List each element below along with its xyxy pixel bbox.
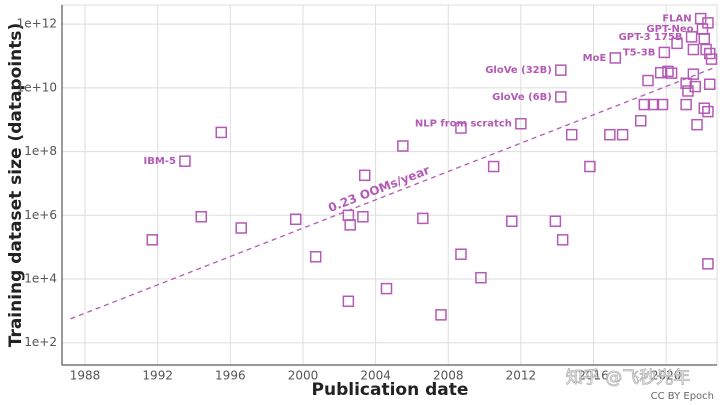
point-label: MoE bbox=[583, 53, 607, 64]
data-point bbox=[358, 169, 371, 182]
data-point bbox=[638, 98, 651, 111]
x-tick-label: 1996 bbox=[215, 369, 246, 383]
y-axis-title: Training dataset size (datapoints) bbox=[6, 23, 26, 348]
watermark: 知乎 @飞秒光年 bbox=[566, 368, 690, 388]
x-tick-label: 2004 bbox=[360, 369, 391, 383]
point-label: NLP from scratch bbox=[415, 119, 512, 130]
data-point bbox=[698, 102, 711, 114]
data-point bbox=[179, 155, 191, 167]
data-point bbox=[691, 118, 703, 131]
x-axis-title: Publication date bbox=[312, 380, 469, 400]
x-tick-label: 2012 bbox=[506, 369, 537, 383]
y-tick-label: 1e+10 bbox=[17, 80, 57, 94]
data-point bbox=[235, 222, 247, 234]
y-tick-label: 1e+12 bbox=[17, 17, 57, 31]
data-point bbox=[680, 77, 692, 89]
data-point bbox=[309, 251, 322, 263]
data-point bbox=[703, 78, 716, 91]
trend-line bbox=[70, 67, 714, 320]
data-point bbox=[556, 234, 569, 246]
point-label: FLAN bbox=[662, 14, 691, 25]
data-point bbox=[380, 282, 393, 295]
y-tick-label: 1e+2 bbox=[24, 335, 57, 349]
point-label: GloVe (32B) bbox=[485, 65, 552, 76]
credit: CC BY Epoch bbox=[651, 391, 714, 402]
data-point bbox=[687, 68, 700, 80]
y-tick-label: 1e+6 bbox=[24, 208, 57, 222]
data-point bbox=[687, 43, 700, 56]
data-point bbox=[634, 114, 647, 127]
data-point bbox=[616, 128, 629, 141]
data-point bbox=[702, 258, 714, 270]
data-point bbox=[604, 128, 616, 141]
point-label: IBM-5 bbox=[144, 156, 176, 167]
data-point bbox=[487, 160, 500, 173]
data-point bbox=[685, 31, 698, 43]
data-point bbox=[705, 53, 718, 65]
data-point bbox=[549, 215, 562, 228]
data-point bbox=[689, 80, 701, 93]
data-point bbox=[289, 213, 302, 226]
x-tick-label: 2020 bbox=[651, 369, 682, 383]
x-tick-label: 1992 bbox=[142, 369, 173, 383]
data-point bbox=[698, 32, 711, 45]
data-point bbox=[584, 160, 596, 173]
data-point bbox=[609, 52, 622, 64]
data-point bbox=[662, 65, 674, 78]
data-point bbox=[642, 74, 654, 87]
data-point bbox=[702, 17, 714, 29]
data-point bbox=[647, 98, 660, 111]
data-point bbox=[455, 248, 467, 260]
data-point bbox=[506, 215, 518, 228]
plot-area bbox=[61, 4, 718, 366]
data-point bbox=[515, 117, 527, 130]
data-point bbox=[665, 67, 678, 79]
x-tick-label: 2016 bbox=[578, 369, 609, 383]
data-point bbox=[680, 98, 692, 111]
data-point bbox=[671, 37, 683, 50]
y-tick-label: 1e+8 bbox=[24, 144, 57, 158]
data-point bbox=[397, 140, 409, 152]
x-tick-label: 2000 bbox=[288, 369, 319, 383]
data-point bbox=[455, 122, 467, 134]
data-point bbox=[656, 98, 669, 111]
data-point bbox=[658, 46, 671, 59]
data-point bbox=[417, 212, 429, 225]
point-label: GPT-3 175B bbox=[619, 32, 683, 43]
data-point bbox=[555, 91, 567, 103]
data-point bbox=[342, 295, 355, 308]
data-point bbox=[475, 271, 487, 284]
data-point bbox=[357, 211, 369, 223]
data-point bbox=[435, 309, 447, 321]
data-point bbox=[565, 128, 578, 141]
data-point bbox=[555, 64, 567, 76]
point-label: T5-3B bbox=[623, 47, 656, 58]
point-label: GPT-Neo bbox=[646, 24, 693, 35]
data-point bbox=[344, 219, 356, 231]
y-tick-label: 1e+4 bbox=[24, 272, 57, 286]
x-tick-label: 2008 bbox=[433, 369, 464, 383]
data-point bbox=[146, 234, 159, 246]
x-tick-label: 1988 bbox=[70, 369, 101, 383]
data-point bbox=[195, 211, 208, 223]
data-point bbox=[702, 105, 714, 118]
point-label: GloVe (6B) bbox=[492, 92, 552, 103]
data-point bbox=[215, 126, 228, 139]
data-point bbox=[654, 66, 667, 79]
